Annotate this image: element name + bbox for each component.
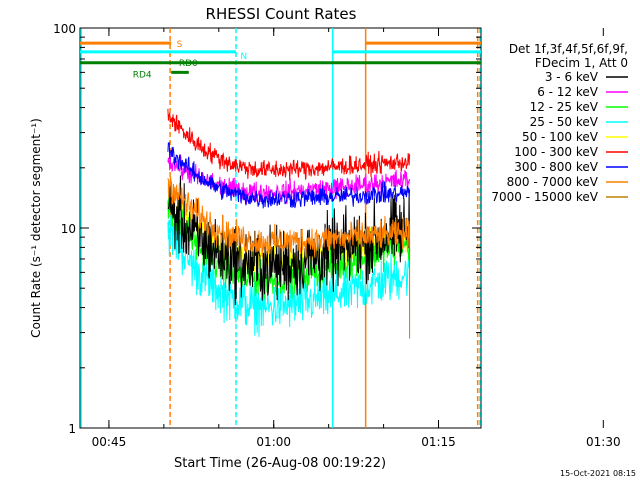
series-line-800-7000-kev	[167, 176, 411, 258]
legend-label-4: 50 - 100 keV	[522, 130, 599, 144]
flag-label-rd4: RD4	[133, 70, 152, 80]
flag-label-s: S	[177, 40, 183, 50]
flag-label-rd0: RD0	[179, 59, 198, 69]
legend-label-5: 100 - 300 keV	[514, 145, 598, 159]
legend-label-8: 7000 - 15000 keV	[491, 190, 598, 204]
x-tick-label-1: 00:45	[92, 435, 127, 449]
legend-header-line-2: FDecim 1, Att 0	[535, 56, 628, 70]
x-tick-label-3: 01:15	[421, 435, 456, 449]
y-axis-label: Count Rate (s⁻¹ detector segment⁻¹)	[29, 118, 43, 338]
legend-label-0: 3 - 6 keV	[545, 70, 599, 84]
series-line-25-50-kev	[167, 215, 411, 338]
legend-label-2: 12 - 25 keV	[530, 100, 599, 114]
x-tick-label-2: 01:00	[256, 435, 291, 449]
legend-label-6: 300 - 800 keV	[514, 160, 598, 174]
chart-title: RHESSI Count Rates	[206, 5, 357, 23]
series-line-100-300-kev	[167, 108, 411, 181]
x-tick-label-4: 01:30	[586, 435, 621, 449]
y-tick-label-1: 10	[61, 222, 76, 236]
series-line-300-800-kev	[167, 141, 411, 209]
y-tick-label-2: 100	[53, 22, 76, 36]
legend-header-line-1: Det 1f,3f,4f,5f,6f,9f,	[509, 42, 628, 56]
y-tick-label-0: 1	[68, 422, 76, 436]
legend-label-1: 6 - 12 keV	[537, 85, 599, 99]
plot-area: SNRD0RD400:3000:4501:0001:1501:3001:4511…	[53, 22, 621, 449]
timestamp: 15-Oct-2021 08:15	[560, 469, 636, 478]
plot-frame	[79, 27, 482, 429]
flag-label-n: N	[240, 52, 247, 62]
legend-label-7: 800 - 7000 keV	[507, 175, 599, 189]
x-axis-label: Start Time (26-Aug-08 00:19:22)	[174, 456, 386, 471]
legend-label-3: 25 - 50 keV	[530, 115, 599, 129]
